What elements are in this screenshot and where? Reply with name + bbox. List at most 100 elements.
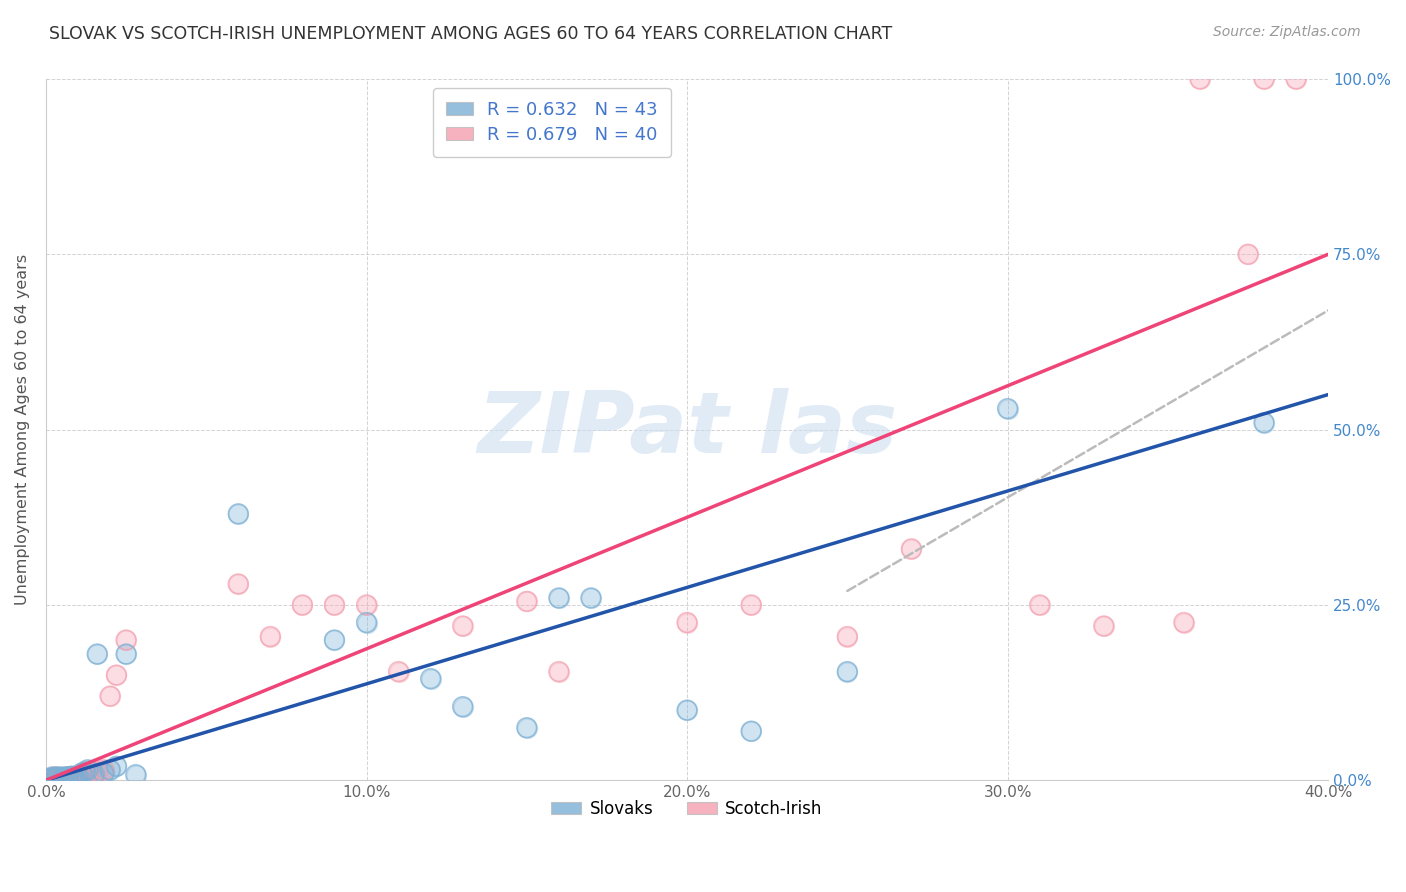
Point (740, 724, 762, 739)
Point (356, 598, 378, 612)
Point (53, 771, 76, 785)
Point (323, 633, 346, 648)
Point (41, 771, 63, 785)
Point (53, 771, 76, 785)
Point (45, 771, 67, 785)
Point (48, 771, 70, 785)
Point (676, 703, 699, 717)
Point (38, 772, 60, 786)
Point (86, 647, 108, 661)
Point (1253, 72, 1275, 87)
Point (900, 541, 922, 556)
Point (86, 764, 108, 779)
Point (66, 769, 89, 783)
Point (579, 591, 602, 605)
Text: ZIPat las: ZIPat las (477, 388, 897, 471)
Point (45, 771, 67, 785)
Point (60, 771, 83, 785)
Point (451, 619, 474, 633)
Point (83, 767, 105, 781)
Point (105, 668, 128, 682)
Point (323, 633, 346, 648)
Point (1092, 619, 1115, 633)
Point (35, 773, 58, 788)
Point (41, 771, 63, 785)
Point (1253, 416, 1275, 430)
Point (1253, 72, 1275, 87)
Point (516, 721, 538, 735)
Point (45, 770, 67, 784)
Point (66, 771, 89, 785)
Point (997, 401, 1019, 416)
Point (53, 770, 76, 784)
Point (125, 767, 148, 781)
Point (60, 771, 83, 785)
Point (451, 699, 474, 714)
Point (45, 772, 67, 786)
Point (83, 767, 105, 781)
Point (98, 763, 121, 777)
Point (291, 598, 314, 612)
Point (1028, 598, 1050, 612)
Point (66, 771, 89, 785)
Point (38, 772, 60, 786)
Point (356, 598, 378, 612)
Point (63, 771, 86, 785)
Point (66, 771, 89, 785)
Point (226, 577, 249, 591)
Point (740, 598, 762, 612)
Point (105, 759, 128, 773)
Point (53, 770, 76, 784)
Point (579, 591, 602, 605)
Point (63, 770, 86, 784)
Point (63, 770, 86, 784)
Point (547, 591, 569, 605)
Point (323, 598, 346, 612)
Point (76, 763, 98, 777)
Point (58, 771, 80, 785)
Point (60, 769, 83, 783)
Point (291, 598, 314, 612)
Point (41, 771, 63, 785)
Point (837, 630, 859, 644)
Point (38, 772, 60, 786)
Point (98, 763, 121, 777)
Point (547, 665, 569, 679)
Point (58, 770, 80, 784)
Point (356, 615, 378, 630)
Point (58, 771, 80, 785)
Point (41, 770, 63, 784)
Point (70, 770, 93, 784)
Point (73, 767, 96, 781)
Point (547, 665, 569, 679)
Point (35, 773, 58, 788)
Point (48, 770, 70, 784)
Point (35, 773, 58, 788)
Point (1028, 598, 1050, 612)
Point (1285, 72, 1308, 87)
Point (45, 770, 67, 784)
Point (105, 668, 128, 682)
Point (676, 615, 699, 630)
Point (387, 665, 409, 679)
Point (115, 633, 138, 648)
Point (740, 598, 762, 612)
Point (1188, 72, 1211, 87)
Point (93, 763, 115, 777)
Point (53, 771, 76, 785)
Point (48, 770, 70, 784)
Point (48, 771, 70, 785)
Point (51, 771, 73, 785)
Point (837, 665, 859, 679)
Point (1253, 416, 1275, 430)
Point (93, 766, 115, 780)
Point (1173, 615, 1195, 630)
Point (66, 769, 89, 783)
Point (76, 766, 98, 780)
Point (226, 507, 249, 521)
Point (115, 633, 138, 648)
Point (70, 766, 93, 780)
Point (323, 598, 346, 612)
Point (387, 665, 409, 679)
Point (41, 770, 63, 784)
